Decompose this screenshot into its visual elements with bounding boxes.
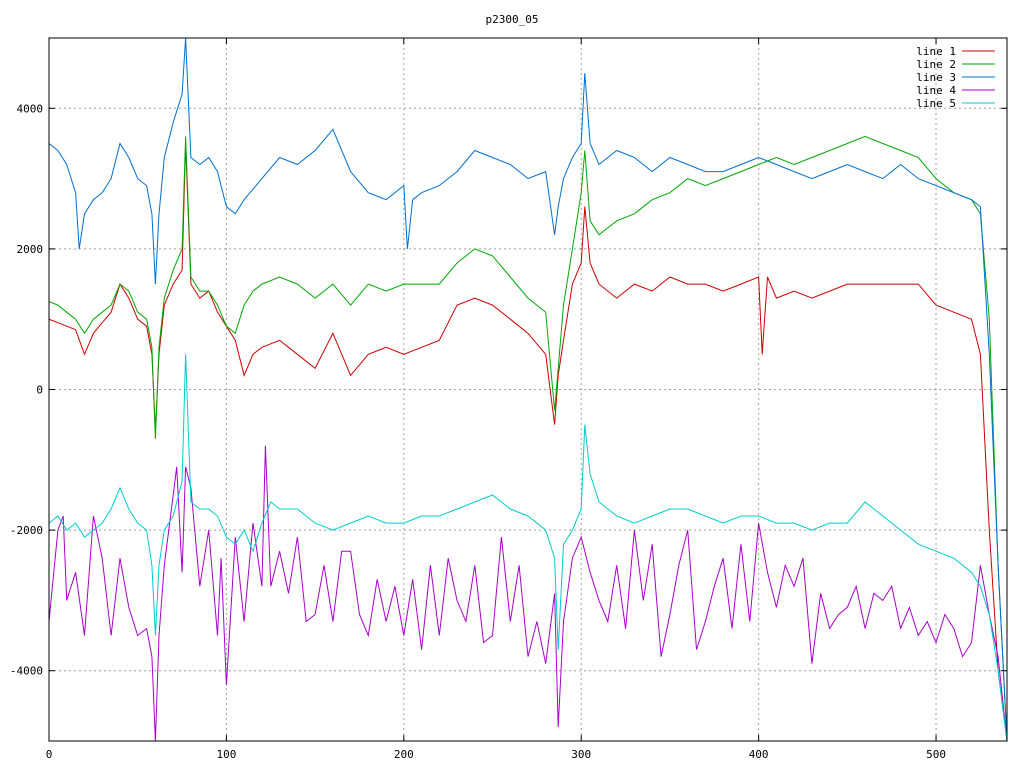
y-tick-label: -4000 [10,665,43,678]
legend-label: line 5 [916,97,956,110]
y-tick-label: 2000 [17,243,44,256]
series-lines [49,38,1007,741]
legend-label: line 1 [916,45,956,58]
axis-ticks: 0 100 200 300 400 500 -4000 -2000 0 2000 4000 [10,38,1007,761]
x-tick-label: 400 [749,748,769,761]
y-tick-label: -2000 [10,524,43,537]
legend-label: line 2 [916,58,956,71]
x-tick-label: 500 [926,748,946,761]
series-line-2 [49,135,1007,741]
grid-lines [49,38,1007,741]
legend-label: line 4 [916,84,956,97]
series-line-3 [49,38,1007,741]
series-line-1 [49,143,1007,741]
legend-label: line 3 [916,71,956,84]
x-tick-label: 0 [46,748,53,761]
y-tick-label: 0 [36,384,43,397]
x-tick-label: 300 [571,748,591,761]
series-line-4 [49,445,1007,741]
x-tick-label: 200 [394,748,414,761]
plot-frame [48,37,1008,742]
chart-title: p2300_05 [486,13,539,26]
y-tick-label: 4000 [17,102,44,115]
x-tick-label: 100 [216,748,236,761]
series-line-5 [49,354,1007,741]
